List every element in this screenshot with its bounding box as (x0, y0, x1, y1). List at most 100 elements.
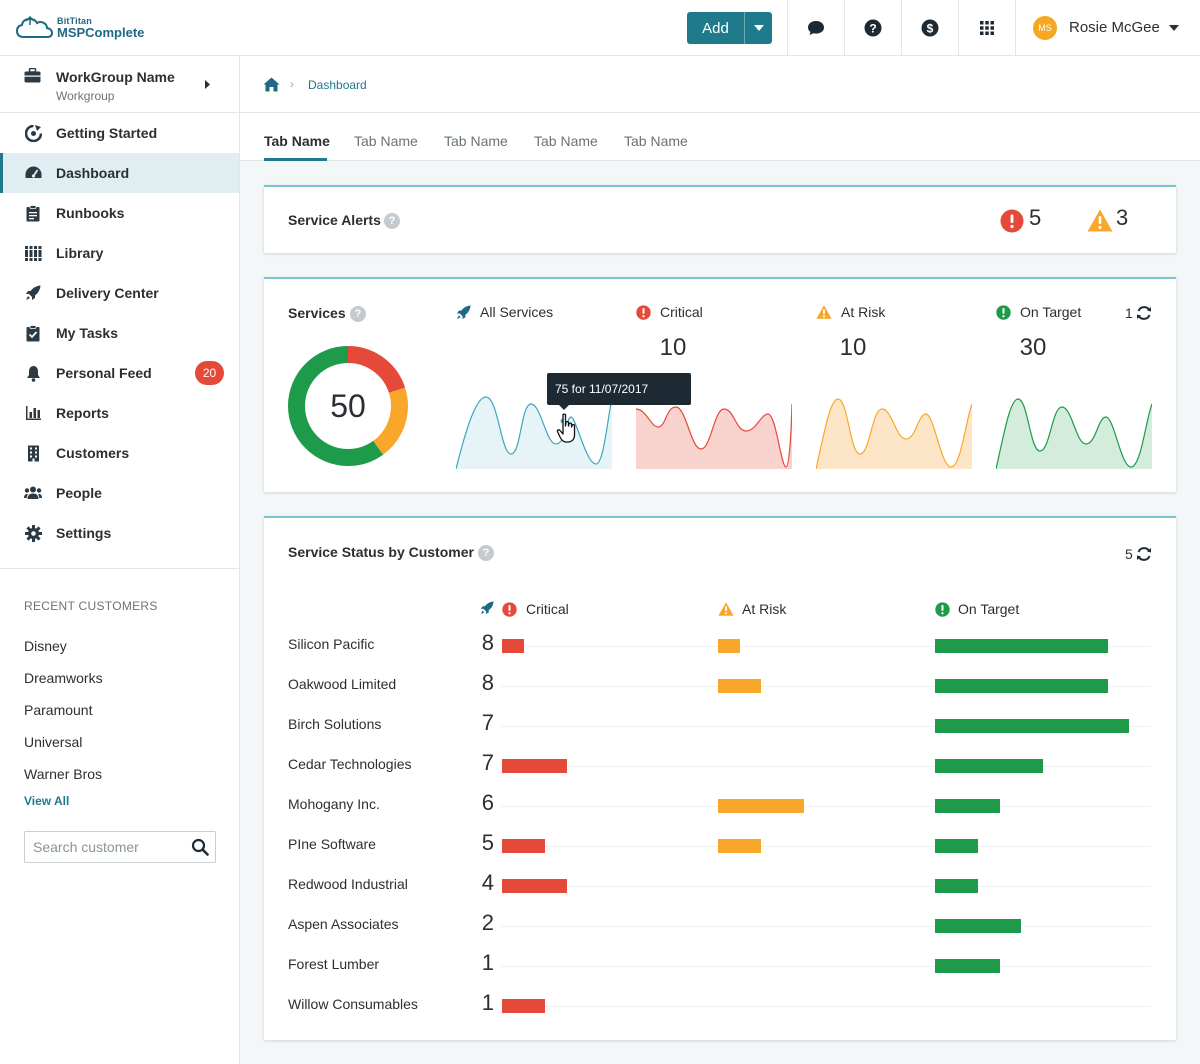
tab-5[interactable]: Tab Name (624, 133, 688, 149)
at-risk-bar[interactable] (718, 639, 740, 653)
on-target-bar[interactable] (935, 839, 978, 853)
rocket-icon (480, 601, 494, 615)
breadcrumb-current[interactable]: Dashboard (308, 78, 367, 92)
sidebar-item-personal-feed[interactable]: Personal Feed 20 (0, 353, 239, 393)
billing-button[interactable]: $ (901, 0, 958, 55)
user-menu[interactable]: MS Rosie McGee (1015, 0, 1200, 55)
at-risk-sparkline (816, 398, 972, 469)
workgroup-selector[interactable]: WorkGroup Name Workgroup (0, 56, 239, 113)
refresh-count: 5 (1125, 546, 1133, 562)
on-target-bar[interactable] (935, 879, 978, 893)
apps-button[interactable] (958, 0, 1015, 55)
on-target-bar[interactable] (935, 919, 1021, 933)
on-target-bar[interactable] (935, 719, 1129, 733)
help-icon[interactable]: ? (478, 545, 494, 561)
sidebar-item-settings[interactable]: Settings (0, 513, 239, 553)
customer-total: 6 (481, 790, 494, 815)
search-customer-input[interactable] (33, 839, 183, 855)
row-gridline (501, 806, 1151, 807)
critical-bar[interactable] (502, 639, 524, 653)
table-row[interactable]: Birch Solutions 7 (264, 703, 1176, 743)
customer-name[interactable]: Silicon Pacific (288, 636, 375, 652)
tab-1[interactable]: Tab Name (264, 133, 330, 149)
on-target-bar[interactable] (935, 959, 1000, 973)
table-row[interactable]: Cedar Technologies 7 (264, 743, 1176, 783)
table-row[interactable]: Redwood Industrial 4 (264, 863, 1176, 903)
customer-name[interactable]: Oakwood Limited (288, 676, 397, 692)
recent-customer-link[interactable]: Paramount (24, 702, 93, 718)
home-icon[interactable] (263, 77, 280, 92)
services-refresh[interactable]: 1 (1125, 305, 1152, 321)
add-dropdown-toggle[interactable] (745, 25, 772, 31)
view-all-link[interactable]: View All (24, 794, 70, 808)
customer-name[interactable]: Redwood Industrial (288, 876, 408, 892)
customer-name[interactable]: Birch Solutions (288, 716, 382, 732)
sidebar-item-label: Getting Started (56, 125, 158, 141)
at-risk-bar[interactable] (718, 799, 804, 813)
sidebar-item-dashboard[interactable]: Dashboard (0, 153, 239, 193)
at-risk-bar[interactable] (718, 839, 761, 853)
bittitan-logo[interactable]: BitTitan MSPComplete (16, 14, 156, 44)
sidebar-item-customers[interactable]: Customers (0, 433, 239, 473)
at-risk-bar[interactable] (718, 679, 761, 693)
table-row[interactable]: Silicon Pacific 8 (264, 623, 1176, 663)
customer-name[interactable]: Willow Consumables (288, 996, 418, 1012)
status-refresh[interactable]: 5 (1125, 546, 1152, 562)
table-row[interactable]: Forest Lumber 1 (264, 943, 1176, 983)
customer-name[interactable]: Forest Lumber (288, 956, 380, 972)
search-icon[interactable] (191, 838, 209, 856)
at-risk-services-header: At Risk (816, 304, 885, 320)
customer-total: 2 (481, 910, 494, 935)
on-target-bar[interactable] (935, 759, 1043, 773)
customer-name[interactable]: Cedar Technologies (288, 756, 412, 772)
table-row[interactable]: Aspen Associates 2 (264, 903, 1176, 943)
warning-alert-count[interactable]: 3 (1116, 205, 1129, 230)
critical-bar[interactable] (502, 879, 567, 893)
sparkline-area (816, 399, 972, 469)
critical-sparkline (636, 403, 792, 469)
donut-segment-on-target[interactable] (288, 346, 408, 466)
critical-header-label: Critical (526, 601, 569, 617)
tab-4[interactable]: Tab Name (534, 133, 598, 149)
on-target-bar[interactable] (935, 799, 1000, 813)
bell-icon (24, 364, 42, 382)
sidebar-item-delivery-center[interactable]: Delivery Center (0, 273, 239, 313)
table-row[interactable]: Mohogany Inc. 6 (264, 783, 1176, 823)
recent-customer-link[interactable]: Warner Bros (24, 766, 103, 782)
tab-2[interactable]: Tab Name (354, 133, 418, 149)
recent-customer-link[interactable]: Universal (24, 734, 83, 750)
chat-button[interactable] (787, 0, 844, 55)
add-button[interactable]: Add (687, 12, 772, 44)
customer-name[interactable]: Aspen Associates (288, 916, 399, 932)
recent-customer-link[interactable]: Disney (24, 638, 67, 654)
customer-total: 1 (481, 990, 494, 1015)
at-risk-label: At Risk (841, 304, 886, 320)
table-row[interactable]: PIne Software 5 (264, 823, 1176, 863)
table-row[interactable]: Oakwood Limited 8 (264, 663, 1176, 703)
critical-bar[interactable] (502, 839, 545, 853)
sidebar-item-reports[interactable]: Reports (0, 393, 239, 433)
help-icon[interactable]: ? (350, 306, 366, 322)
customer-name[interactable]: PIne Software (288, 836, 376, 852)
people-icon (24, 484, 42, 502)
customer-name[interactable]: Mohogany Inc. (288, 796, 380, 812)
sidebar-item-runbooks[interactable]: Runbooks (0, 193, 239, 233)
sidebar-divider (0, 568, 239, 569)
refresh-icon (1136, 547, 1151, 561)
on-target-bar[interactable] (935, 639, 1108, 653)
table-row[interactable]: Willow Consumables 1 (264, 983, 1176, 1023)
books-icon (24, 244, 42, 262)
sidebar-item-getting-started[interactable]: Getting Started (0, 113, 239, 153)
sidebar-item-my-tasks[interactable]: My Tasks (0, 313, 239, 353)
recent-customer-link[interactable]: Dreamworks (24, 670, 103, 686)
critical-bar[interactable] (502, 999, 545, 1013)
on-target-bar[interactable] (935, 679, 1108, 693)
sidebar-item-people[interactable]: People (0, 473, 239, 513)
donut-segment-at-risk[interactable] (288, 346, 408, 466)
help-icon[interactable]: ? (384, 213, 400, 229)
help-button[interactable]: ? (844, 0, 901, 55)
sidebar-item-library[interactable]: Library (0, 233, 239, 273)
critical-bar[interactable] (502, 759, 567, 773)
critical-alert-count[interactable]: 5 (1029, 205, 1042, 230)
tab-3[interactable]: Tab Name (444, 133, 508, 149)
